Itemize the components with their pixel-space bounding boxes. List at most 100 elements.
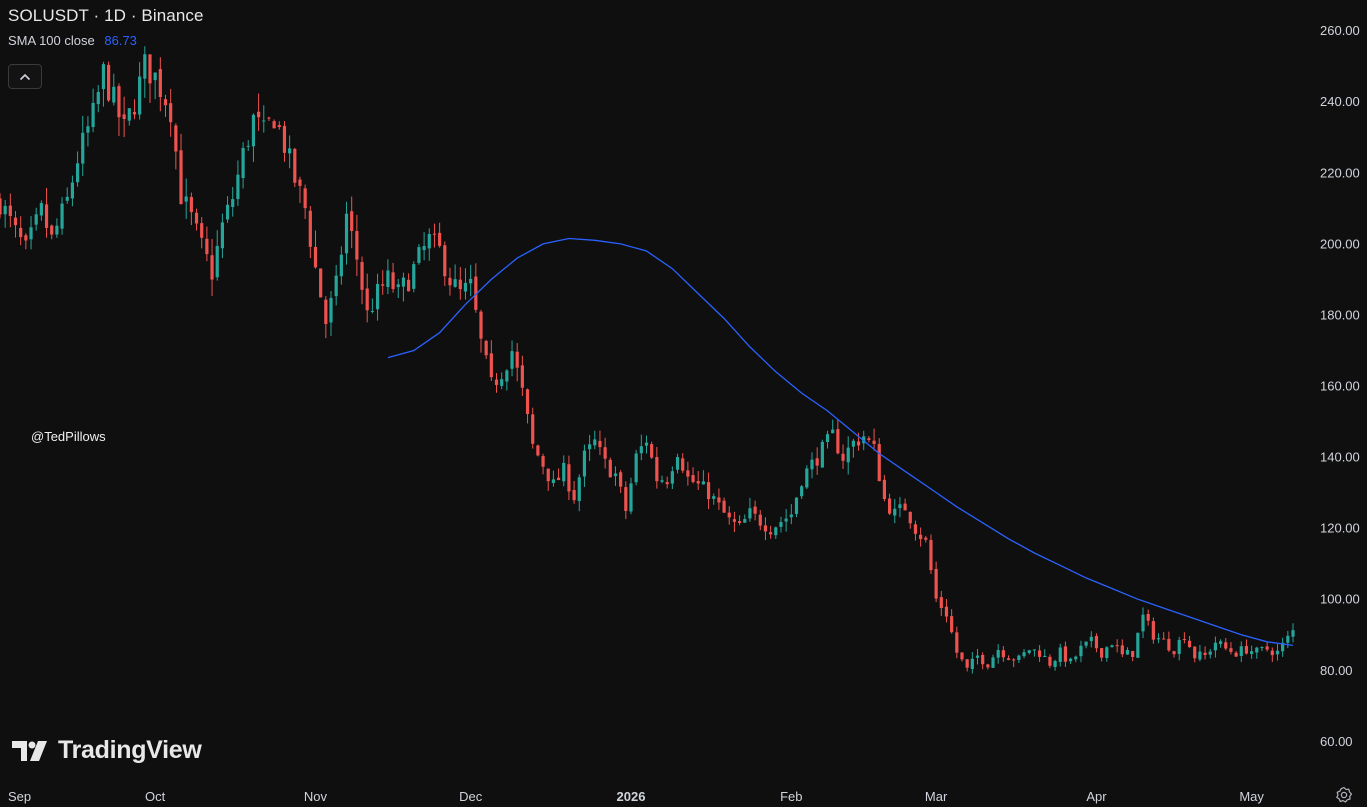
candle: [882, 475, 887, 502]
candle-body: [277, 125, 281, 128]
candle: [913, 520, 918, 541]
candle: [603, 437, 607, 469]
candle-body: [107, 64, 111, 101]
candle: [44, 187, 49, 238]
candle: [453, 264, 457, 288]
candle: [582, 444, 587, 487]
candle-body: [1275, 650, 1280, 655]
candle-body: [267, 117, 271, 119]
candle-body: [370, 310, 374, 312]
candle: [1182, 632, 1186, 644]
candlestick-series: [0, 46, 1295, 674]
candle: [934, 561, 938, 603]
candle: [903, 498, 907, 511]
candle-body: [769, 532, 773, 535]
candle-body: [474, 276, 478, 310]
candle: [365, 273, 369, 323]
candle: [438, 222, 442, 248]
candle: [39, 200, 43, 221]
candle: [143, 46, 147, 98]
candle-body: [225, 204, 230, 220]
time-axis-tick-label: Sep: [8, 789, 31, 804]
candle-body: [427, 233, 431, 249]
candle-body: [458, 279, 462, 290]
candle-body: [194, 212, 199, 224]
candle-body: [3, 205, 7, 215]
candle: [200, 217, 204, 249]
time-axis-tick-label: Feb: [780, 789, 802, 804]
candle: [313, 230, 318, 269]
candle-body: [706, 482, 711, 500]
candle: [262, 105, 266, 133]
candle: [665, 476, 669, 489]
candle-body: [763, 525, 768, 532]
candle-body: [96, 91, 100, 105]
price-axis[interactable]: 260.00 240.00 220.00 200.00 180.00 160.00 140.…: [1320, 23, 1360, 749]
candle: [148, 54, 152, 103]
symbol-title[interactable]: SOLUSDT · 1D · Binance: [8, 6, 204, 25]
time-axis[interactable]: Sep Oct Nov Dec 2026 Feb Mar Apr May: [8, 789, 1264, 804]
time-axis-tick-label: Apr: [1086, 789, 1107, 804]
candle-body: [215, 245, 219, 278]
candle-body: [696, 481, 700, 484]
candle: [1053, 659, 1057, 671]
candle-body: [727, 512, 731, 518]
candle-body: [944, 606, 949, 617]
candle: [639, 434, 643, 461]
candle: [1079, 640, 1083, 663]
candle: [919, 527, 923, 547]
candle-body: [132, 111, 137, 115]
candle-body: [913, 524, 918, 534]
price-axis-tick-label: 260.00: [1320, 23, 1360, 38]
candle: [324, 296, 328, 339]
settings-icon[interactable]: [1335, 786, 1353, 804]
candle-body: [1001, 650, 1005, 658]
candle: [96, 85, 100, 113]
candle: [981, 652, 985, 670]
candle: [722, 497, 726, 513]
candle: [91, 88, 95, 133]
candle: [784, 509, 788, 532]
candle: [1069, 657, 1073, 664]
candle-body: [417, 247, 421, 263]
candle-body: [924, 537, 928, 540]
tradingview-logo[interactable]: TradingView: [12, 736, 202, 765]
chevron-up-icon: [19, 73, 31, 80]
candle-body: [189, 196, 193, 213]
candle: [127, 108, 131, 126]
candle: [965, 659, 969, 672]
candle: [655, 446, 659, 489]
candle: [370, 298, 374, 314]
candle-body: [675, 457, 680, 470]
candle-body: [619, 472, 623, 487]
candle: [443, 241, 447, 286]
candle-body: [293, 148, 297, 183]
candle: [1208, 648, 1212, 659]
candle: [1146, 609, 1150, 626]
candle: [469, 264, 473, 297]
candle: [779, 516, 783, 533]
candle-body: [355, 231, 359, 260]
candle-body: [825, 434, 830, 443]
candle: [1022, 648, 1026, 659]
candle-body: [1162, 638, 1166, 640]
candle: [551, 470, 556, 487]
candle-body: [655, 457, 659, 482]
candle: [474, 263, 478, 313]
candle: [1131, 650, 1135, 662]
candle: [520, 355, 524, 396]
indicator-legend-row[interactable]: SMA 100 close 86.73: [8, 33, 204, 48]
candle-body: [205, 238, 209, 255]
candle: [825, 430, 830, 449]
candle-body: [1131, 651, 1135, 657]
candle: [1012, 658, 1016, 668]
candle: [484, 339, 488, 359]
candle-body: [1084, 641, 1088, 646]
candle-body: [593, 439, 597, 446]
candle: [412, 261, 416, 293]
candle-body: [262, 120, 266, 122]
candle: [251, 113, 256, 162]
collapse-legend-button[interactable]: [8, 64, 42, 89]
candle: [1177, 636, 1181, 661]
